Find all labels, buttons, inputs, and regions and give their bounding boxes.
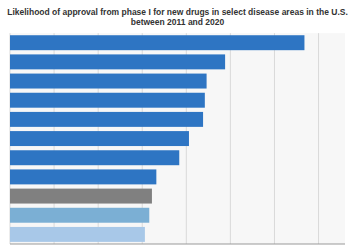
bar	[10, 169, 156, 184]
bar	[10, 189, 152, 204]
bar	[10, 54, 225, 69]
bar	[10, 112, 203, 127]
title-line: between 2011 and 2020	[131, 17, 225, 27]
plot-area	[10, 33, 345, 244]
grid	[10, 33, 319, 244]
bar	[10, 35, 304, 50]
chart: Likelihood of approval from phase I for …	[0, 0, 355, 252]
bars	[10, 35, 304, 242]
bar	[10, 131, 189, 146]
bar	[10, 93, 205, 108]
axis-line	[10, 244, 345, 245]
grid-line	[274, 33, 275, 244]
title: Likelihood of approval from phase I for …	[7, 7, 348, 28]
chart-container: Likelihood of approval from phase I for …	[0, 0, 355, 252]
grid-line	[230, 33, 231, 244]
bar	[10, 74, 207, 89]
grid-line	[318, 33, 319, 244]
bar	[10, 208, 149, 223]
bar	[10, 150, 179, 165]
title-line: Likelihood of approval from phase I for …	[7, 7, 348, 17]
bar	[10, 227, 145, 242]
